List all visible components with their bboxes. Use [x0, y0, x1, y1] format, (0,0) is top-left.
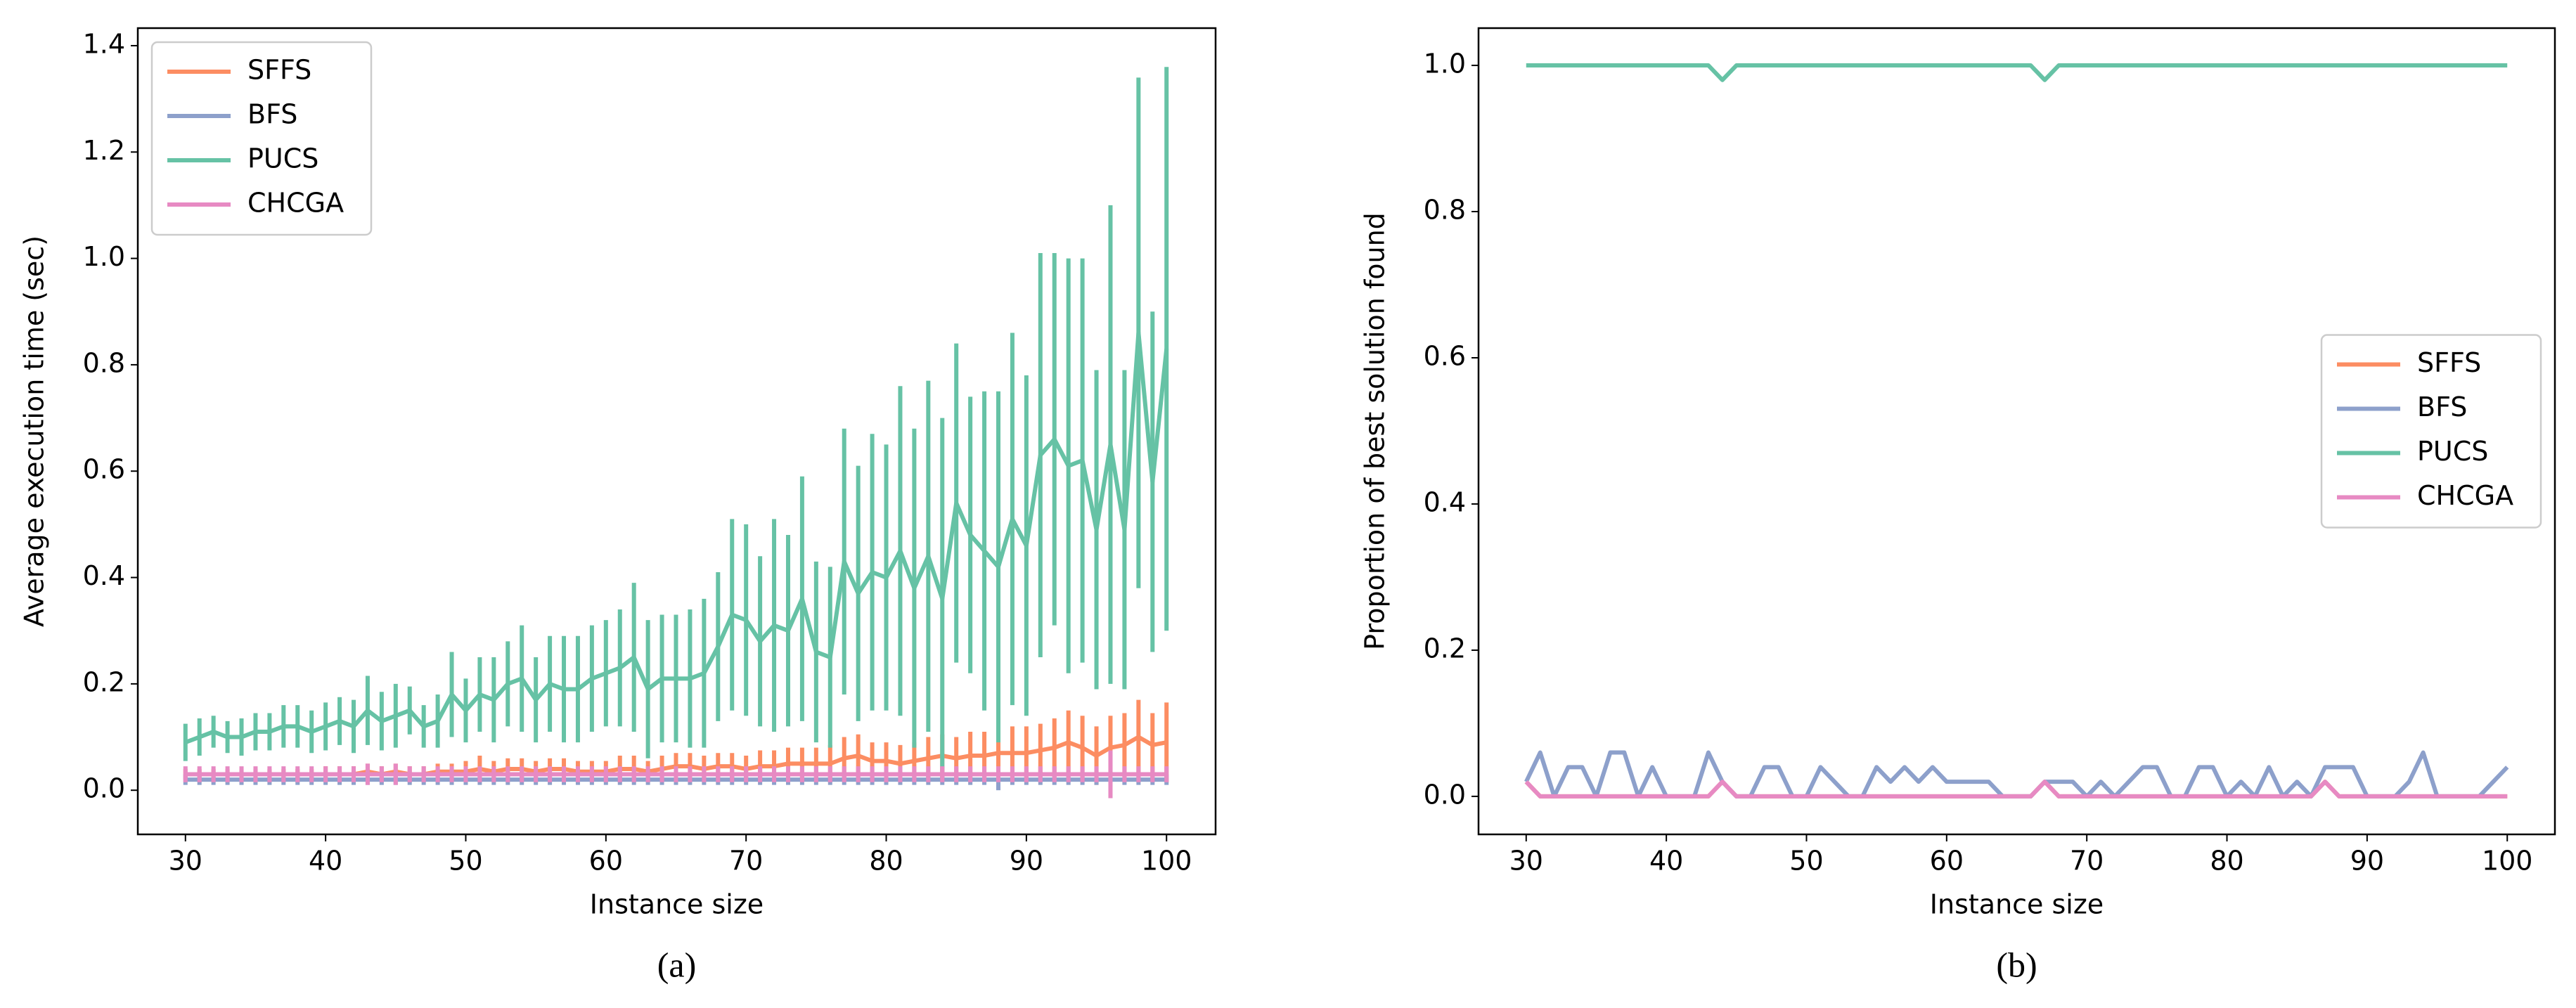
x-tick-label: 40 [309, 846, 342, 877]
legend-label: SFFS [247, 55, 311, 86]
x-tick-label: 80 [869, 846, 903, 877]
caption: (a) [657, 945, 697, 984]
x-tick-label: 60 [589, 846, 623, 877]
y-tick-label: 0.6 [1424, 340, 1466, 371]
y-tick-label: 0.4 [83, 560, 125, 591]
plot: 30 40 50 60 70 80 90 100 0.0 0.2 0.4 0.6 0.8 1.0 Insta… [1360, 27, 2556, 984]
legend-frame [2320, 334, 2542, 529]
series-area [1524, 63, 2509, 799]
y-tick-label: 1.0 [83, 241, 125, 272]
x-tick-label: 30 [169, 846, 202, 877]
series-line [1524, 750, 2509, 799]
x-axis-label: Instance size [1930, 889, 2104, 920]
y-tick-label: 1.2 [83, 135, 125, 166]
legend-label: PUCS [247, 143, 318, 174]
x-tick-label: 80 [2210, 846, 2243, 877]
legend-label: BFS [2417, 392, 2467, 422]
y-axis-label: Average execution time (sec) [19, 235, 50, 627]
y-tick-label: 1.4 [83, 28, 125, 59]
x-tick-label: 50 [1789, 846, 1823, 877]
plot: 30 40 50 60 70 80 90 100 0.0 0.2 0.4 0.6 0.8 1.0 1.2 1.… [19, 27, 1217, 984]
x-tick-label: 60 [1930, 846, 1964, 877]
y-tick-label: 1.0 [1424, 49, 1466, 79]
y-tick-label: 0.0 [1424, 779, 1466, 810]
x-tick-label: 40 [1649, 846, 1683, 877]
legend-label: SFFS [2417, 347, 2481, 378]
y-tick-label: 0.2 [83, 666, 125, 697]
x-tick-label: 90 [1010, 846, 1043, 877]
x-axis-label: Instance size [590, 889, 764, 920]
x-tick-label: 100 [2482, 846, 2533, 877]
y-tick-label: 0.8 [1424, 195, 1466, 226]
caption: (b) [1996, 945, 2037, 984]
legend-label: PUCS [2417, 436, 2488, 467]
axes-frame [1477, 27, 2556, 836]
legend-label: CHCGA [247, 188, 344, 219]
x-tick-label: 70 [2070, 846, 2104, 877]
y-tick-label: 0.2 [1424, 633, 1466, 664]
x-tick-label: 90 [2350, 846, 2384, 877]
axes-frame [136, 27, 1217, 836]
x-tick-label: 100 [1141, 846, 1192, 877]
x-tick-label: 30 [1509, 846, 1543, 877]
legend-frame [150, 41, 373, 236]
legend-label: BFS [247, 99, 297, 130]
y-tick-label: 0.8 [83, 347, 125, 378]
series-area [183, 67, 1169, 799]
legend: SFFS BFS PUCS CHCGA [2320, 334, 2542, 529]
legend: SFFS BFS PUCS CHCGA [150, 41, 373, 236]
series-line [1524, 780, 2508, 799]
legend-label: CHCGA [2417, 480, 2513, 511]
y-tick-label: 0.4 [1424, 486, 1466, 517]
series-line [1526, 63, 2508, 82]
x-tick-label: 70 [729, 846, 763, 877]
y-tick-label: 0.6 [83, 454, 125, 485]
series-line [184, 330, 1169, 744]
x-tick-label: 50 [449, 846, 482, 877]
y-tick-label: 0.0 [83, 773, 125, 804]
y-axis-label: Proportion of best solution found [1360, 212, 1391, 650]
